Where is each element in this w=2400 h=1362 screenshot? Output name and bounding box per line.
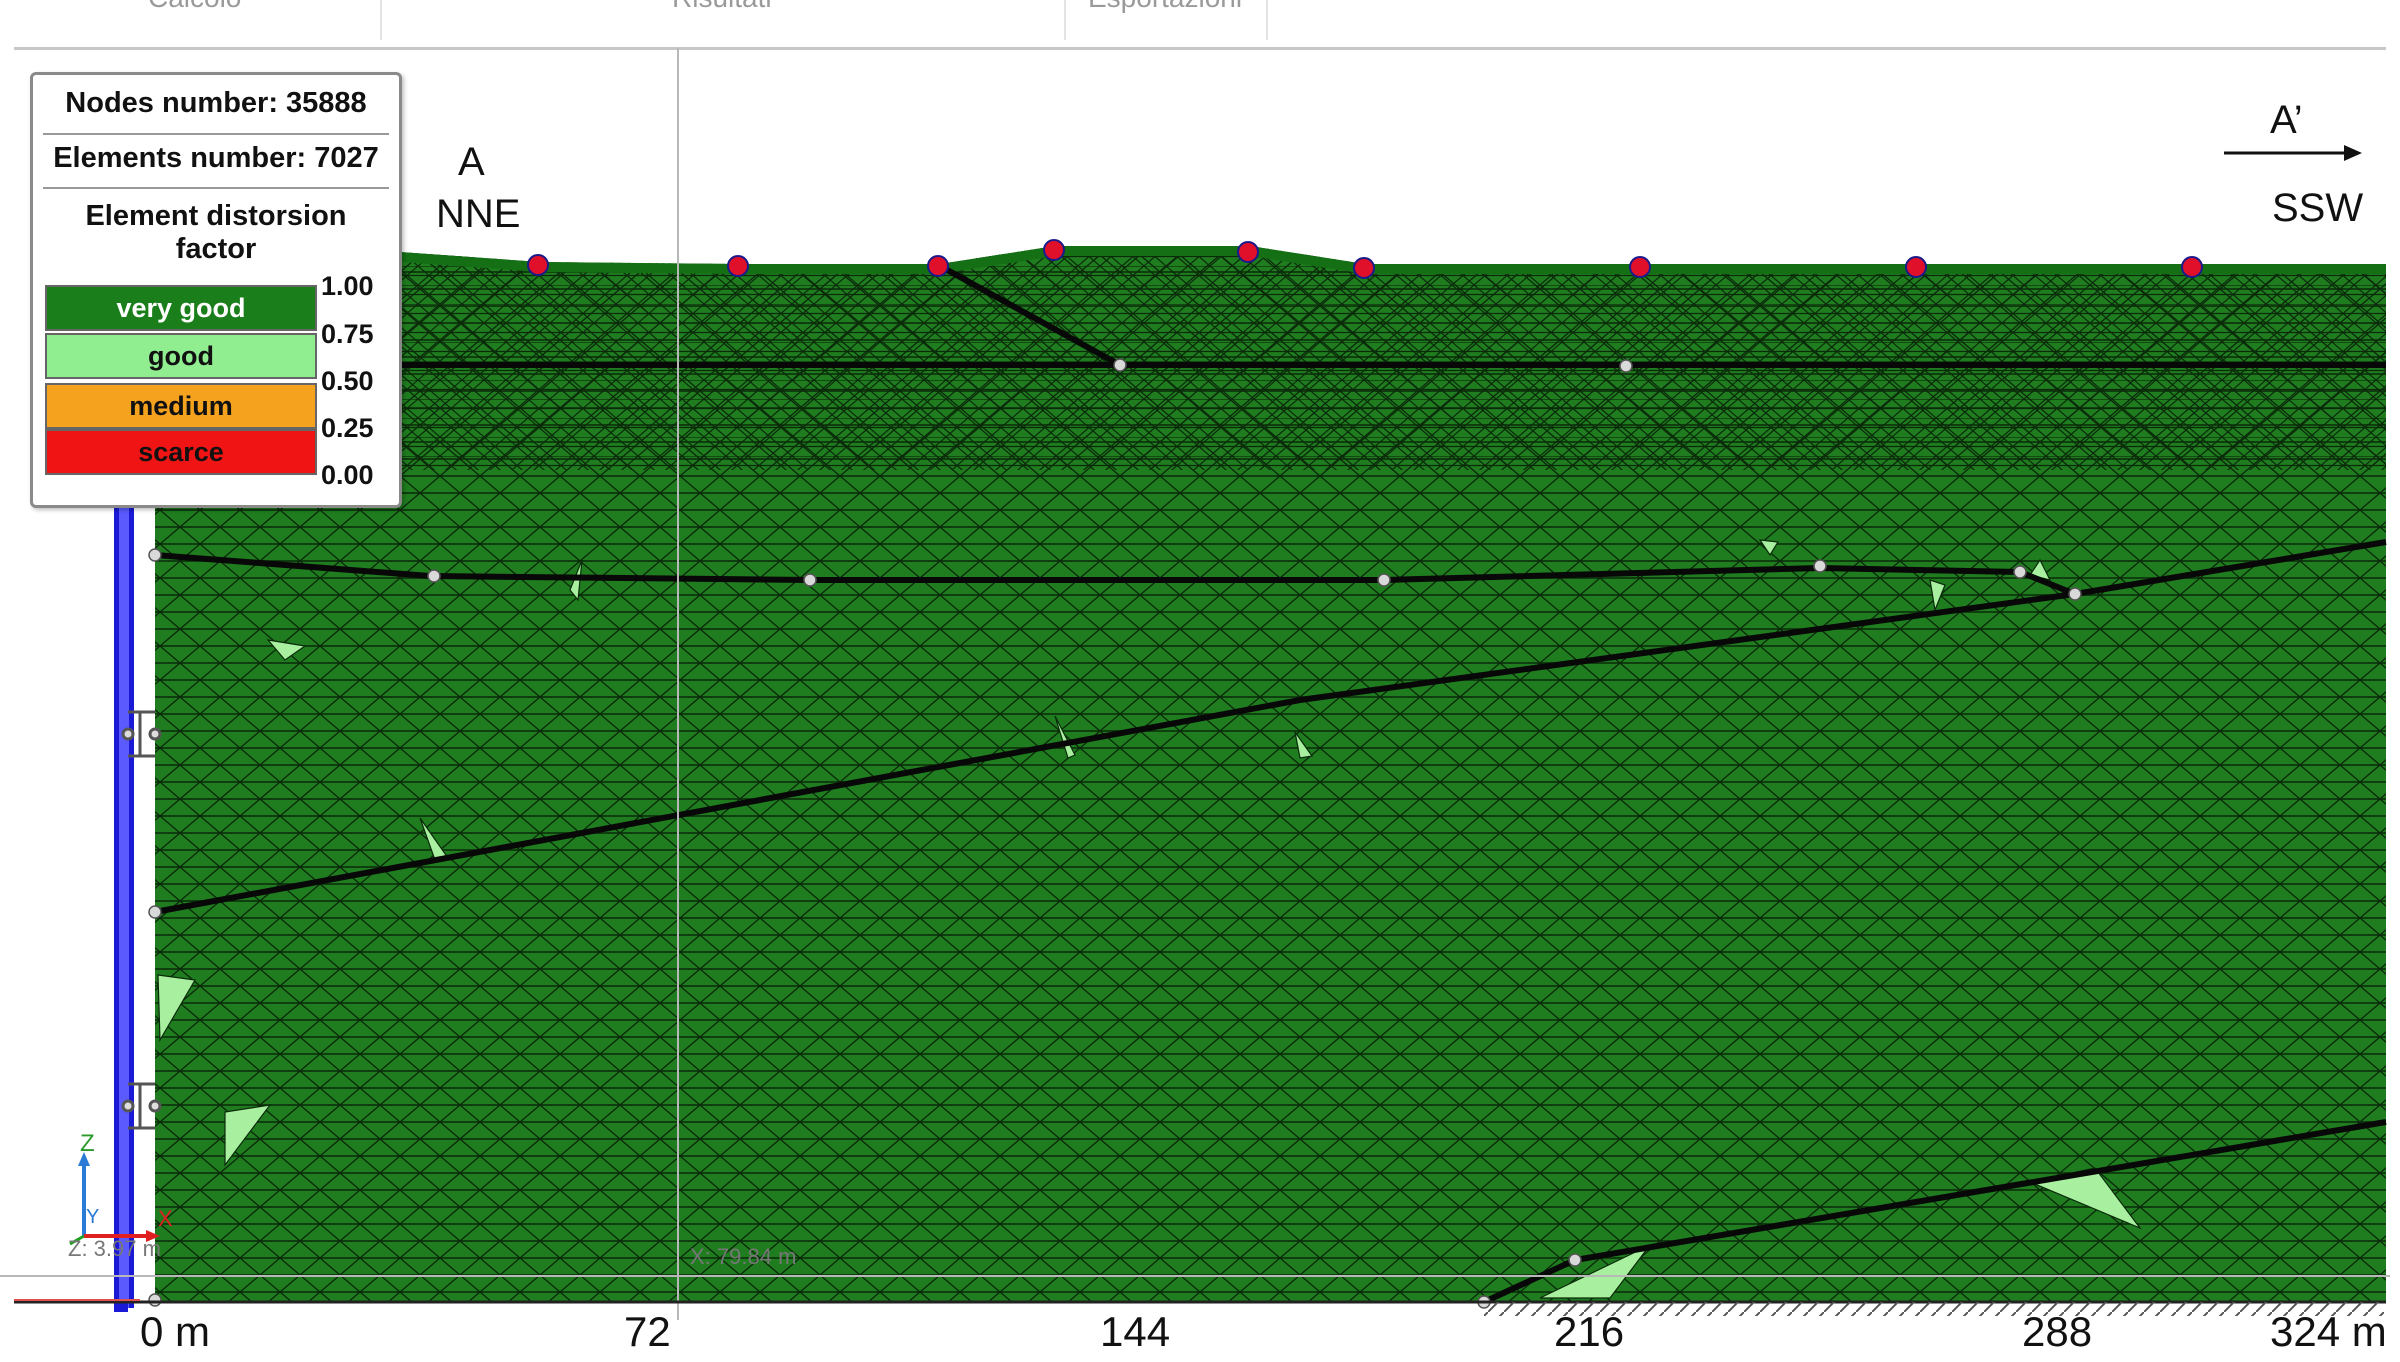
tab-separator	[380, 0, 382, 40]
axis-tick: 288	[2022, 1308, 2093, 1355]
x-coordinate-readout: X: 79.84 m	[690, 1244, 797, 1269]
toolbar-divider	[14, 47, 2386, 50]
section-start-direction: NNE	[436, 192, 521, 236]
tab-risultati[interactable]: Risultati	[672, 0, 792, 40]
axis-tick: 216	[1554, 1308, 1625, 1355]
axis-triad	[69, 1152, 160, 1246]
top-surface-band	[155, 246, 2386, 274]
mesh-fine-zone	[155, 246, 2386, 470]
tab-esportazioni[interactable]: Esportazioni	[1088, 0, 1248, 40]
legend-scarce: scarce	[45, 429, 317, 475]
mesh-domain	[155, 246, 2386, 1302]
surface-point	[1629, 256, 1651, 278]
nodes-number: Nodes number: 35888	[65, 87, 367, 119]
surface-point	[1043, 239, 1065, 261]
surface-point	[727, 255, 749, 277]
legend-good: good	[45, 333, 317, 379]
boundary-3	[154, 539, 2387, 915]
toolbar: Calcolo Risultati Esportazioni	[0, 0, 2400, 50]
legend-title: Element distorsion factor	[85, 200, 347, 265]
surface-point	[927, 255, 949, 277]
legend-very-good: very good	[45, 285, 317, 331]
cursor-crosshair	[0, 48, 2390, 1320]
bottom-ruler	[14, 1299, 2386, 1316]
axis-tick: 0 m	[140, 1308, 211, 1355]
x-axis-label: X	[158, 1206, 173, 1231]
good-elements	[157, 539, 2142, 1299]
section-end-direction: SSW	[2272, 186, 2364, 230]
tab-separator	[1064, 0, 1066, 40]
legend-tick: 0.00	[321, 460, 374, 490]
surface-point	[1237, 241, 1259, 263]
legend-tick: 0.50	[321, 366, 374, 396]
legend-tick: 0.25	[321, 413, 374, 443]
legend-divider	[43, 133, 389, 135]
legend-tick: 1.00	[321, 271, 374, 301]
legend-tick: 0.75	[321, 319, 374, 349]
tab-separator	[1266, 0, 1268, 40]
direction-arrow	[2224, 145, 2362, 161]
interface-nodes	[148, 358, 2082, 1309]
elements-number: Elements number: 7027	[53, 142, 379, 174]
surface-point	[527, 254, 549, 276]
y-axis-label: Y	[86, 1206, 100, 1228]
surface-point	[1905, 256, 1927, 278]
mesh-coarse	[155, 246, 2386, 1302]
axis-tick: 324 m	[2270, 1308, 2387, 1355]
z-axis-label: Z	[80, 1130, 95, 1157]
axis-tick: 144	[1100, 1308, 1171, 1355]
surface-point	[1353, 257, 1375, 279]
distortion-legend: Nodes number: 35888 Elements number: 702…	[30, 72, 402, 508]
axis-tick: 72	[624, 1308, 671, 1355]
tab-calcolo[interactable]: Calcolo	[148, 0, 258, 40]
boundary-wedge	[938, 263, 1122, 368]
section-start-letter: A	[458, 140, 485, 184]
surface-point	[2181, 256, 2203, 278]
surface-points[interactable]	[527, 239, 2203, 279]
z-coordinate-readout: Z: 3.97 m	[68, 1236, 161, 1261]
legend-medium: medium	[45, 383, 317, 429]
legend-divider	[43, 187, 389, 189]
section-end-letter: A’	[2270, 98, 2303, 142]
